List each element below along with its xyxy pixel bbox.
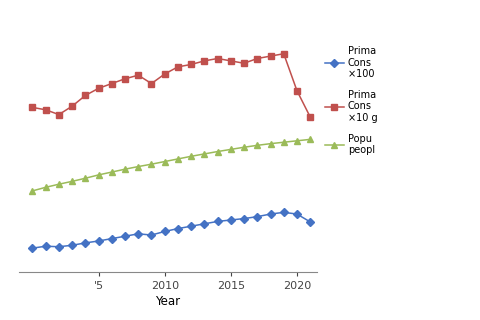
Legend: Prima
Cons
×100 , Prima
Cons
×10 g, Popu
peopl: Prima Cons ×100 , Prima Cons ×10 g, Popu… bbox=[324, 46, 378, 155]
X-axis label: Year: Year bbox=[156, 295, 180, 308]
